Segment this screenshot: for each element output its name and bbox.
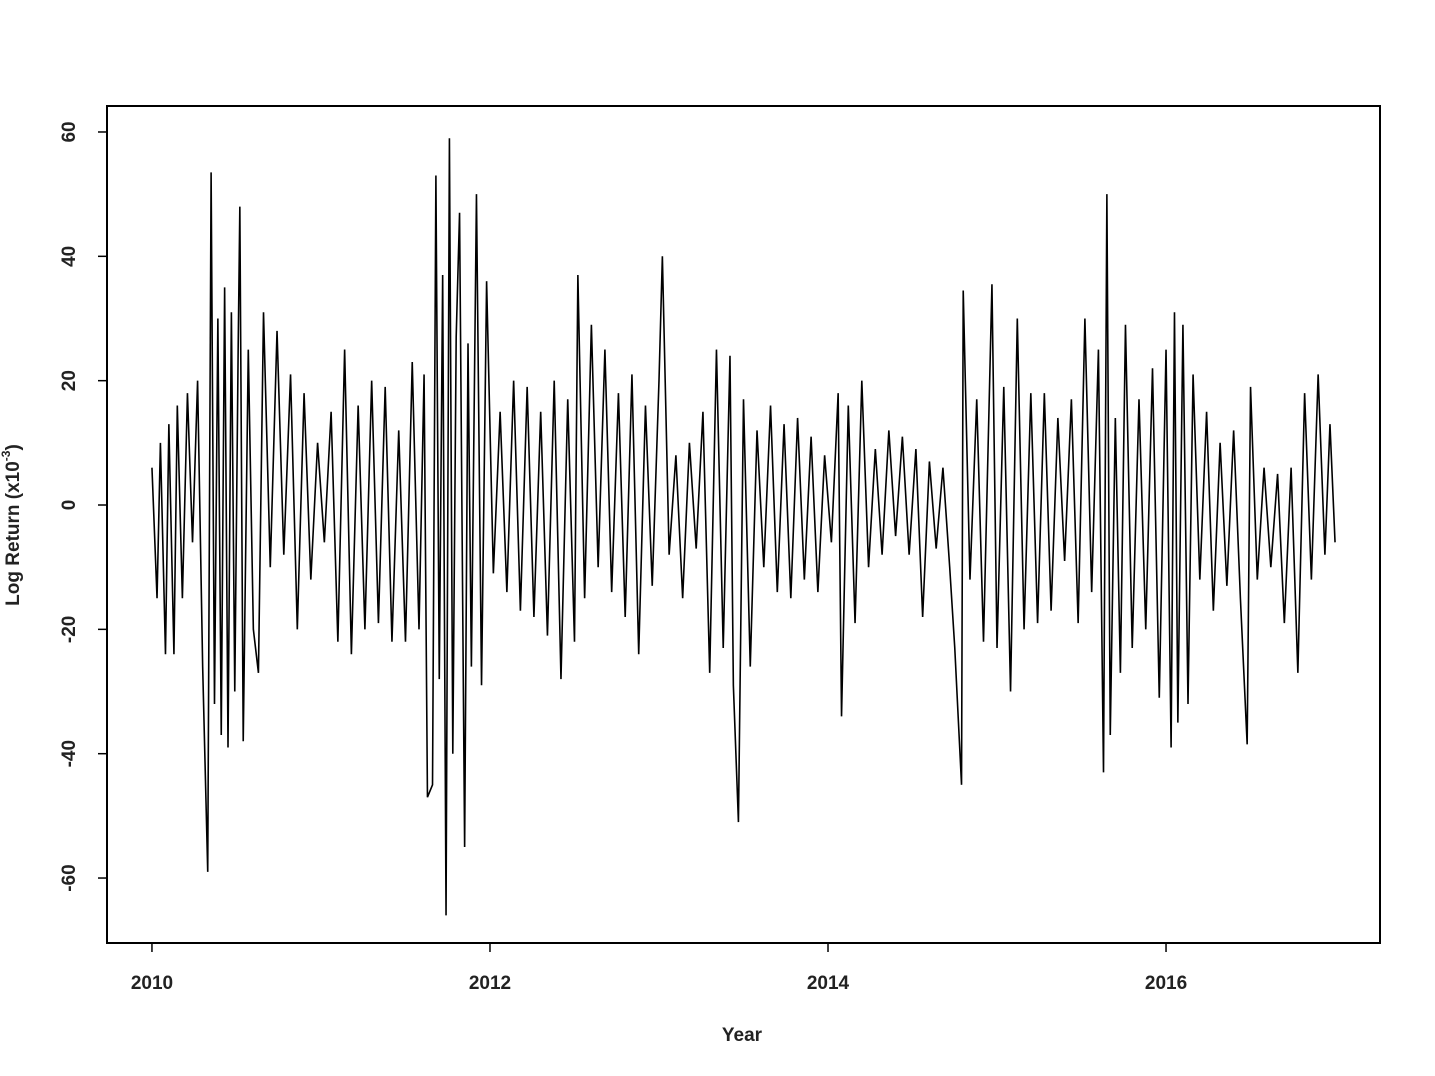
y-axis-label: Log Return (x10-3) (0, 444, 24, 606)
x-tick-label: 2012 (469, 973, 511, 994)
y-axis-label-end: ) (3, 444, 24, 450)
y-tick-label: -40 (59, 740, 80, 767)
x-tick-label: 2014 (807, 973, 850, 994)
y-tick-label: -20 (59, 616, 80, 643)
series-line (151, 138, 1336, 916)
plot-frame (106, 105, 1381, 944)
x-tick-label: 2016 (1145, 973, 1187, 994)
x-tick-label: 2010 (131, 973, 173, 994)
y-tick-label: 40 (59, 246, 80, 267)
y-tick-label: 60 (59, 121, 80, 142)
y-tick-label: 20 (59, 370, 80, 391)
y-tick-label: -60 (59, 864, 80, 891)
x-axis-label: Year (722, 1025, 763, 1046)
y-tick-label: 0 (59, 500, 80, 511)
y-axis-label-main: Log Return (x10 (3, 461, 24, 606)
y-axis-label-exponent: -3 (0, 450, 13, 461)
